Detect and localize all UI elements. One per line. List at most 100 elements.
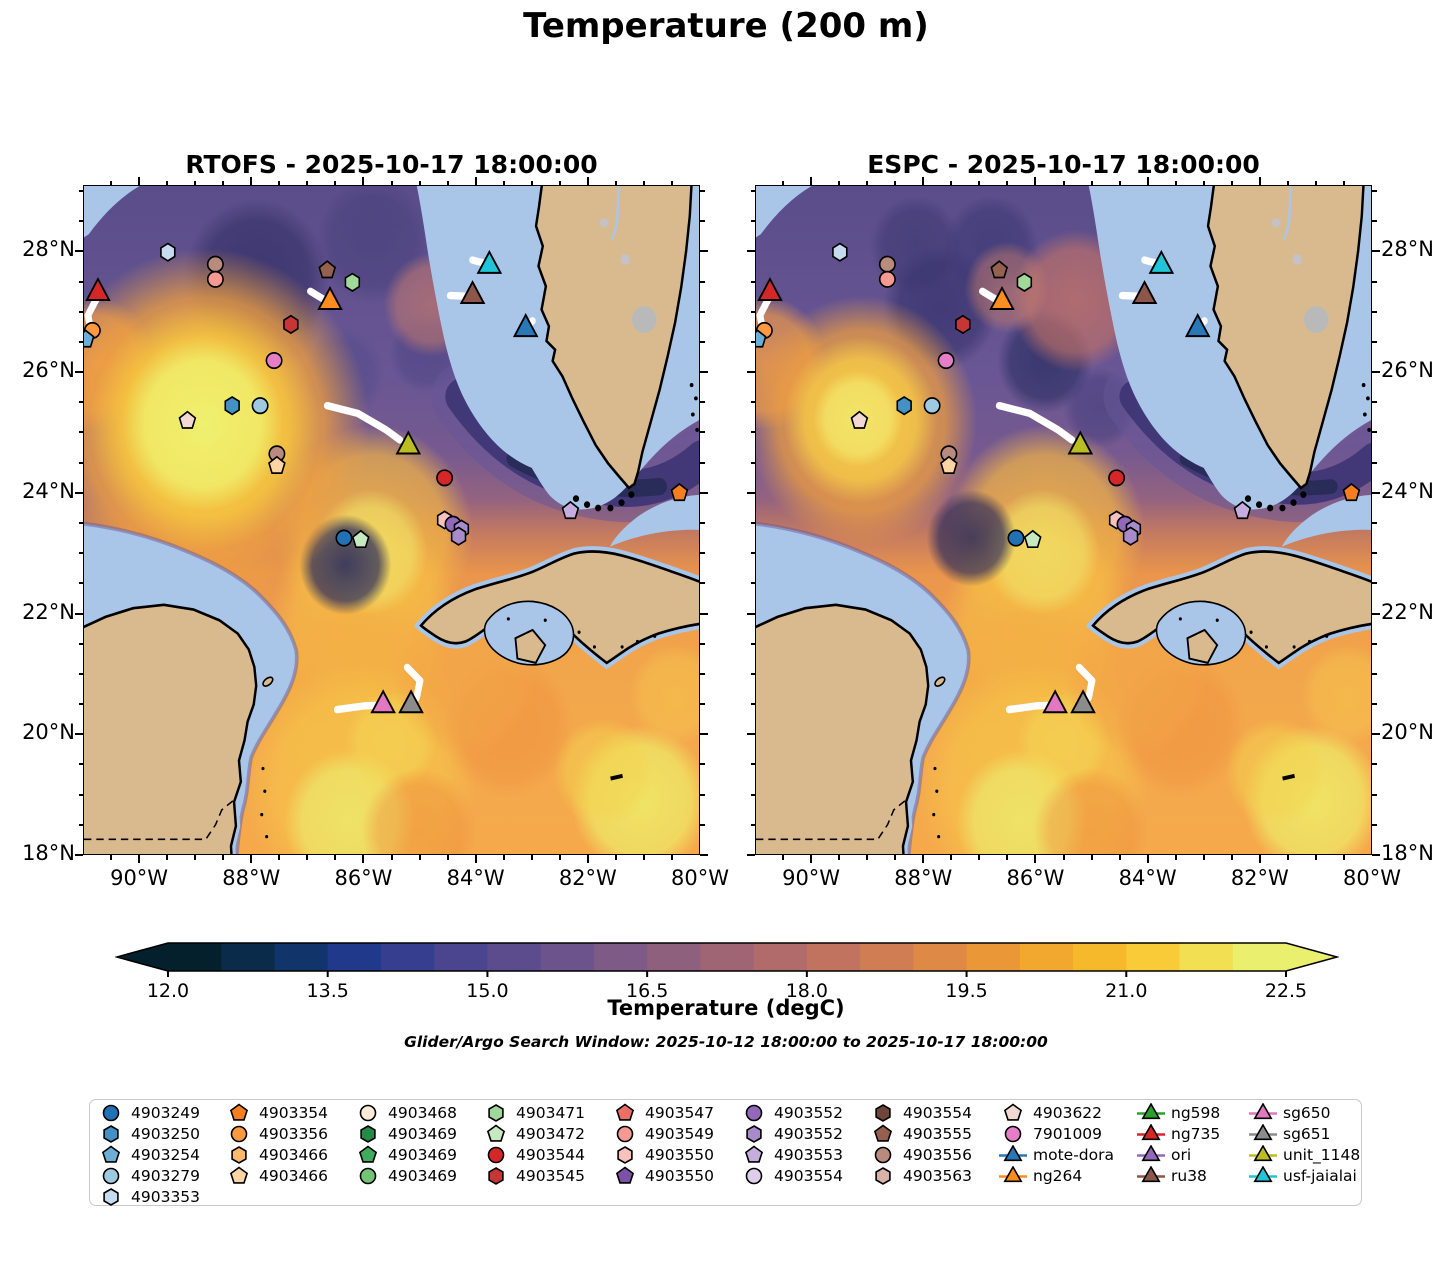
- legend-label: usf-jaialai: [1283, 1167, 1357, 1185]
- circle-marker-icon: [102, 1104, 120, 1122]
- argo-float-marker: [206, 270, 224, 288]
- legend-label: 4903622: [1033, 1104, 1103, 1122]
- axis-tick: [474, 855, 477, 863]
- axis-tick: [586, 855, 589, 863]
- legend-label: ru38: [1171, 1167, 1207, 1185]
- axis-tick: [362, 855, 365, 863]
- axis-tick: [700, 280, 705, 283]
- axis-tick: [1372, 431, 1377, 434]
- axis-tick: [222, 855, 225, 860]
- x-tick-label: 84°W: [446, 866, 505, 890]
- axis-tick: [306, 180, 309, 185]
- pentagon-marker-icon: [873, 1124, 893, 1142]
- y-tick-label-left: 26°N: [22, 358, 75, 383]
- rtofs-map: [84, 186, 699, 854]
- axis-tick: [747, 733, 755, 736]
- axis-tick: [1372, 672, 1377, 675]
- axis-tick: [700, 582, 705, 585]
- glider-track-usf-jaialai: [1141, 256, 1160, 267]
- argo-float-marker: [937, 351, 955, 370]
- y-tick-label-right: 28°N: [1381, 237, 1434, 262]
- axis-tick: [747, 491, 755, 494]
- axis-tick: [1090, 180, 1093, 185]
- axis-tick: [750, 793, 755, 796]
- legend-label: 4903279: [131, 1167, 201, 1185]
- legend-label: 4903353: [131, 1188, 201, 1206]
- axis-tick: [1034, 177, 1037, 185]
- argo-float-marker: [940, 455, 958, 474]
- triangle-marker-icon: [1137, 1166, 1165, 1183]
- cuba-landmass: [1091, 550, 1371, 665]
- axis-tick: [670, 855, 673, 860]
- circle-marker-icon: [1004, 1125, 1022, 1143]
- legend-label: unit_1148: [1283, 1146, 1361, 1164]
- y-tick-label-left: 28°N: [22, 237, 75, 262]
- axis-tick: [1118, 855, 1121, 860]
- axis-tick: [390, 855, 393, 860]
- circle-marker-icon: [359, 1167, 377, 1185]
- axis-tick: [194, 180, 197, 185]
- x-tick-label: 84°W: [1118, 866, 1177, 890]
- argo-float-marker: [1122, 526, 1139, 546]
- axis-tick: [78, 672, 83, 675]
- legend-label: mote-dora: [1033, 1146, 1114, 1164]
- argo-float-marker: [756, 329, 767, 348]
- axis-tick: [922, 177, 925, 185]
- circle-marker-icon: [745, 1167, 763, 1185]
- legend-label: 4903554: [903, 1104, 973, 1122]
- axis-tick: [614, 180, 617, 185]
- axis-tick: [1118, 180, 1121, 185]
- panel-title-rtofs: RTOFS - 2025-10-17 18:00:00: [185, 150, 598, 179]
- axis-tick: [750, 703, 755, 706]
- axis-tick: [1372, 220, 1377, 223]
- triangle-marker-icon: [1137, 1103, 1165, 1120]
- axis-tick: [642, 855, 645, 860]
- legend-label: 4903468: [388, 1104, 458, 1122]
- argo-float-marker: [224, 395, 240, 416]
- axis-tick: [700, 522, 705, 525]
- colorbar-tick-label: 21.0: [1105, 980, 1148, 1002]
- x-tick-label: 82°W: [558, 866, 617, 890]
- axis-tick: [614, 855, 617, 860]
- colorbar-label: Temperature (degC): [607, 996, 845, 1020]
- florida-landmass: [534, 186, 693, 490]
- legend-label: 4903472: [516, 1125, 586, 1143]
- axis-tick: [78, 310, 83, 313]
- triangle-marker-icon: [999, 1166, 1027, 1183]
- argo-float-marker: [1108, 469, 1126, 487]
- axis-tick: [1230, 855, 1233, 860]
- axis-tick: [1314, 180, 1317, 185]
- axis-tick: [222, 180, 225, 185]
- axis-tick: [1146, 177, 1149, 185]
- axis-tick: [110, 180, 113, 185]
- colorbar-tick-label: 13.5: [306, 980, 349, 1002]
- axis-tick: [362, 177, 365, 185]
- axis-tick: [1314, 855, 1317, 860]
- lake-okeechobee: [631, 306, 657, 333]
- cayman-island: [610, 773, 623, 781]
- circle-marker-icon: [745, 1104, 763, 1122]
- axis-tick: [750, 582, 755, 585]
- axis-tick: [670, 180, 673, 185]
- argo-float-marker: [955, 314, 971, 335]
- legend-label: 4903254: [131, 1146, 201, 1164]
- argo-float-marker: [335, 529, 353, 547]
- argo-float-marker: [561, 500, 580, 520]
- argo-float-marker: [1016, 272, 1033, 292]
- axis-tick: [1372, 371, 1380, 374]
- axis-tick: [502, 855, 505, 860]
- glider-marker-sg651: [398, 689, 424, 714]
- legend-label: 4903466: [259, 1146, 329, 1164]
- axis-tick: [1372, 823, 1377, 826]
- argo-float-marker: [318, 260, 337, 279]
- axis-tick: [1372, 522, 1377, 525]
- legend-label: 4903550: [645, 1146, 715, 1164]
- axis-tick: [1372, 340, 1377, 343]
- legend-label: 4903249: [131, 1104, 201, 1122]
- axis-tick: [866, 855, 869, 860]
- axis-tick: [78, 522, 83, 525]
- axis-tick: [866, 180, 869, 185]
- axis-tick: [810, 855, 813, 863]
- legend-label: 4903469: [388, 1125, 458, 1143]
- argo-float-marker: [268, 455, 286, 474]
